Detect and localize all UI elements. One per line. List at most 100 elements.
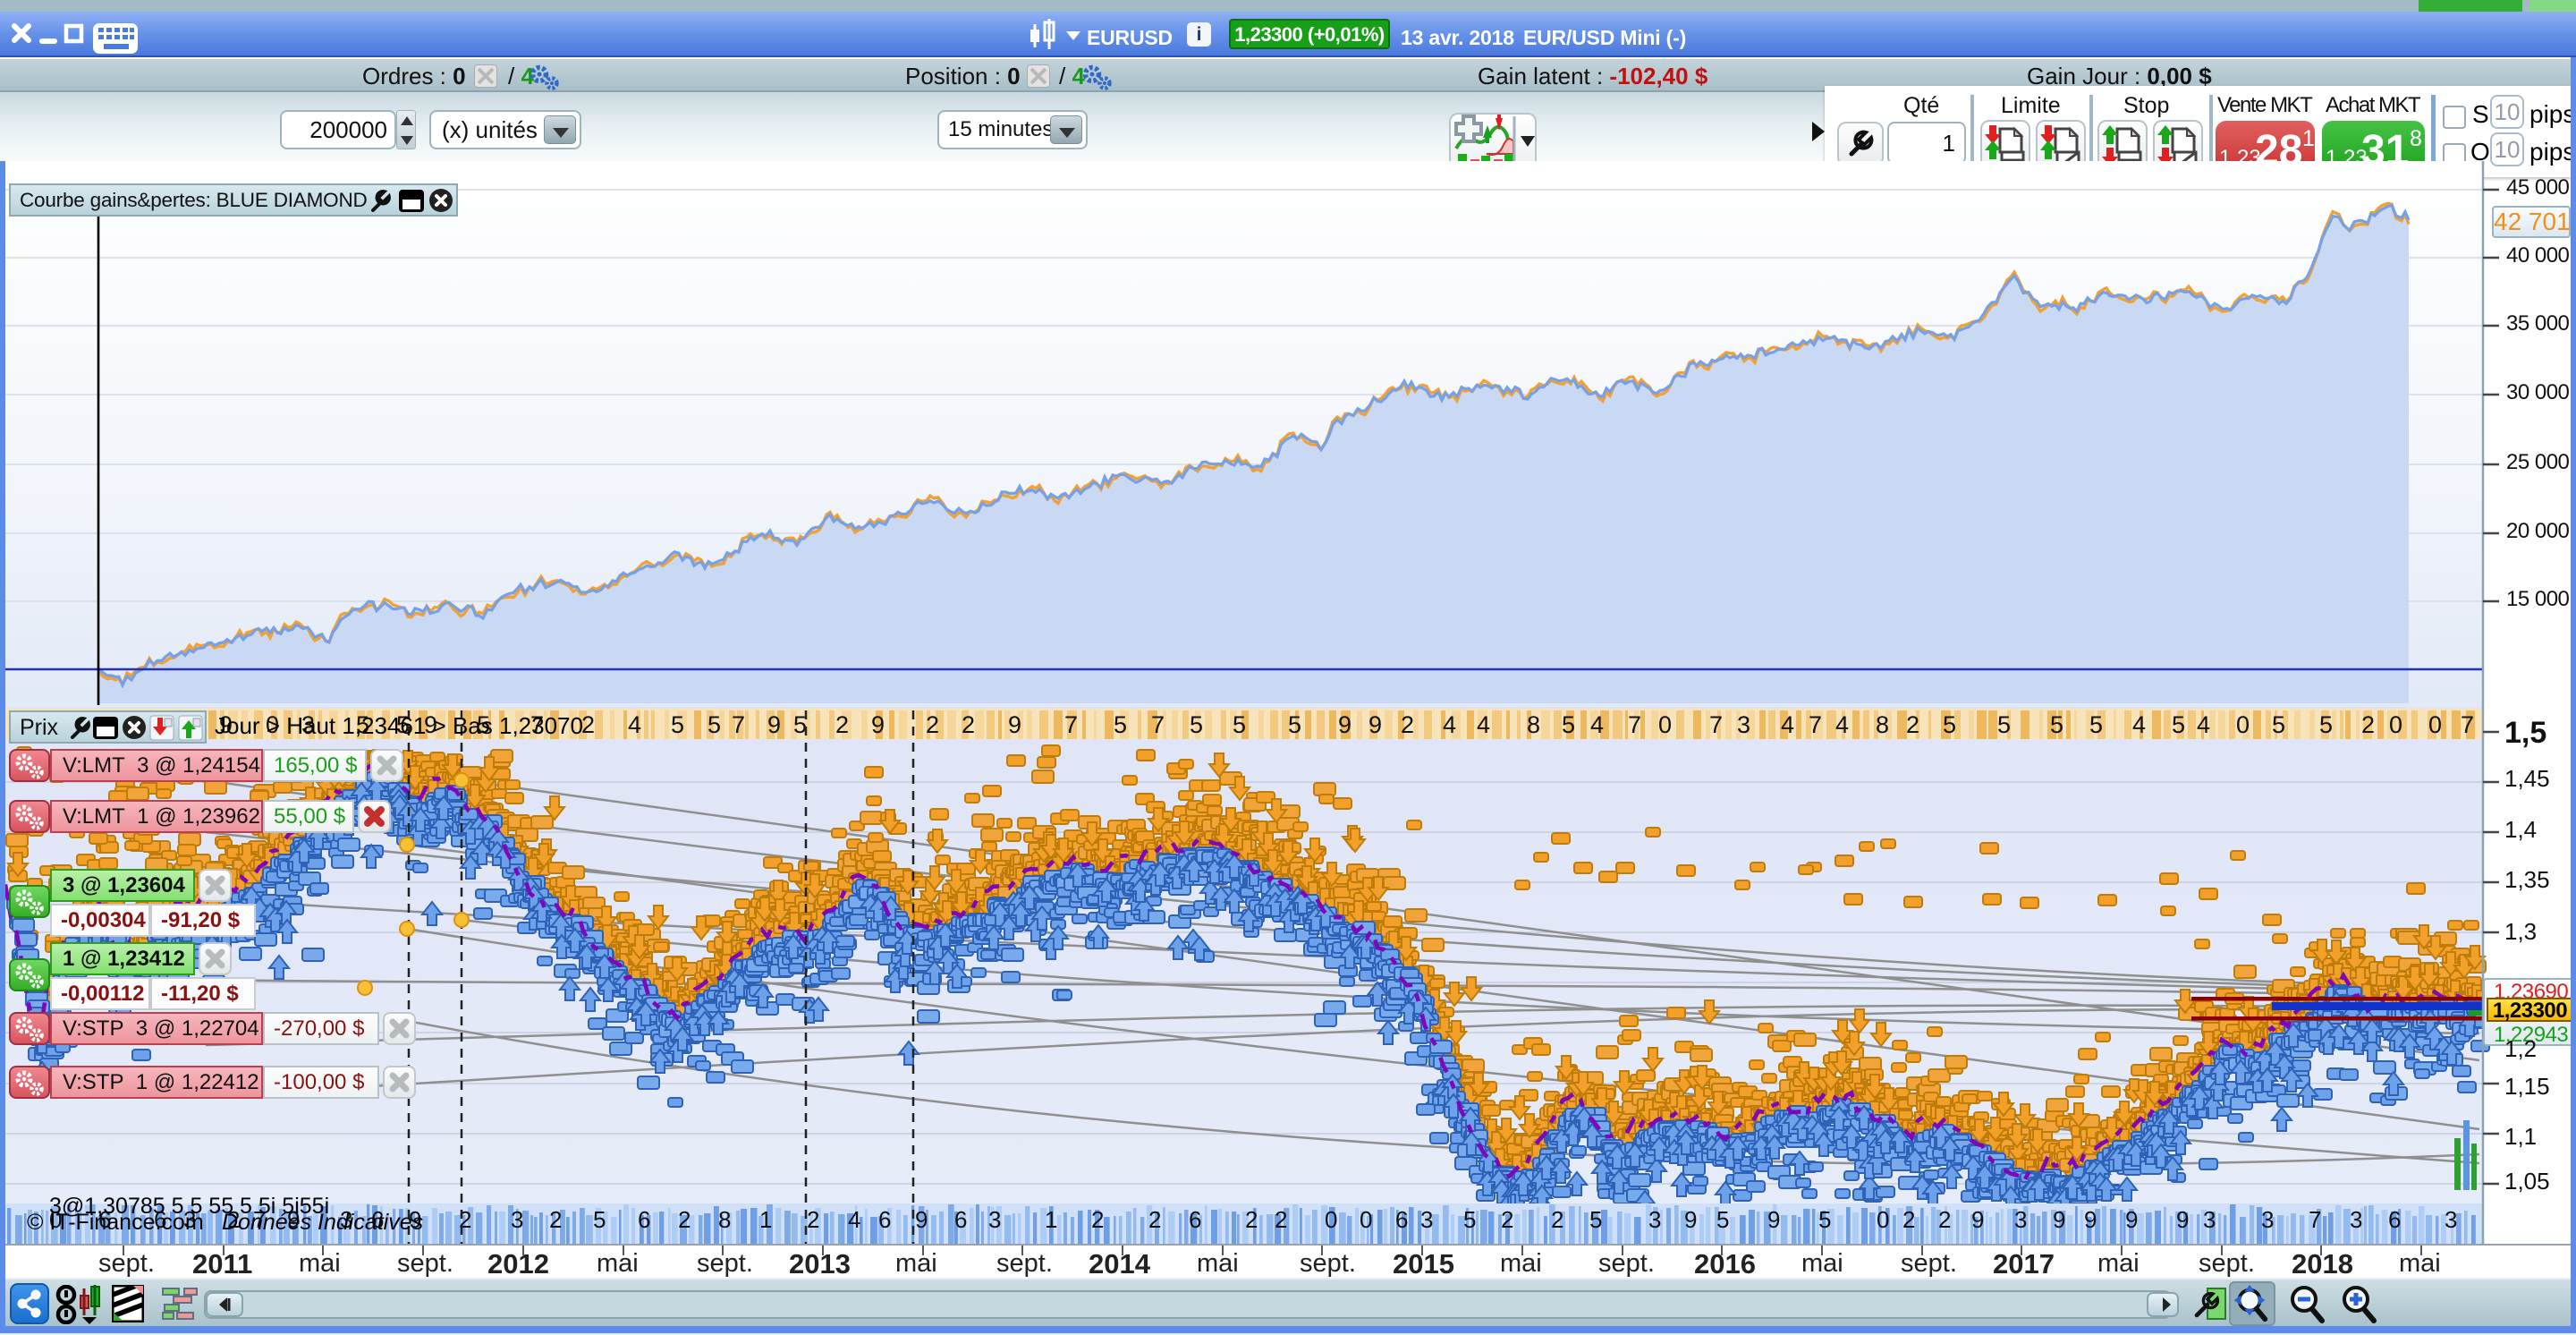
svg-text:5: 5	[1288, 711, 1301, 738]
svg-text:© IT-Finance.com: © IT-Finance.com	[27, 1210, 204, 1235]
svg-text:6: 6	[371, 1206, 384, 1233]
svg-text:0: 0	[1658, 711, 1672, 738]
svg-text:5: 5	[396, 711, 410, 738]
svg-text:3: 3	[2261, 1206, 2274, 1233]
svg-text:7: 7	[253, 1206, 266, 1233]
svg-text:5: 5	[2319, 711, 2333, 738]
svg-text:9: 9	[1338, 711, 1352, 738]
svg-text:5: 5	[1818, 1206, 1831, 1233]
svg-text:9: 9	[2125, 1206, 2138, 1233]
svg-text:6: 6	[1395, 1206, 1408, 1233]
svg-text:2: 2	[962, 711, 975, 738]
svg-text:2: 2	[1245, 1206, 1258, 1233]
svg-text:3@1,30785 5 5 55 5 5i 5i55i: 3@1,30785 5 5 55 5 5i 5i55i	[49, 1194, 329, 1219]
svg-text:2: 2	[581, 711, 595, 738]
svg-text:9: 9	[1684, 1206, 1697, 1233]
svg-text:9: 9	[2176, 1206, 2189, 1233]
svg-text:2: 2	[926, 711, 939, 738]
svg-text:3: 3	[183, 1206, 196, 1233]
svg-text:2: 2	[1551, 1206, 1563, 1233]
svg-text:9: 9	[424, 711, 437, 738]
svg-text:2: 2	[678, 1206, 691, 1233]
svg-text:5: 5	[708, 711, 721, 738]
svg-text:7: 7	[1809, 711, 1822, 738]
svg-text:0: 0	[49, 1206, 62, 1233]
svg-text:5: 5	[2050, 711, 2063, 738]
svg-text:5: 5	[2272, 711, 2285, 738]
svg-text:9: 9	[1971, 1206, 1984, 1233]
svg-text:5: 5	[1463, 1206, 1476, 1233]
svg-text:6: 6	[638, 1206, 650, 1233]
svg-text:9: 9	[871, 711, 885, 738]
svg-text:5: 5	[356, 711, 369, 738]
svg-text:5: 5	[1589, 1206, 1602, 1233]
svg-text:2: 2	[1275, 1206, 1287, 1233]
svg-text:3: 3	[301, 711, 315, 738]
svg-text:6: 6	[878, 1206, 891, 1233]
svg-text:7: 7	[1064, 711, 1078, 738]
svg-text:7: 7	[1709, 711, 1723, 738]
svg-text:8: 8	[718, 1206, 731, 1233]
svg-text:7: 7	[732, 711, 745, 738]
svg-text:8: 8	[1527, 711, 1540, 738]
svg-text:4: 4	[1443, 711, 1456, 738]
svg-text:3: 3	[340, 1206, 352, 1233]
svg-text:9: 9	[1008, 711, 1021, 738]
svg-text:Jour > Haut 1,23461 > Bas 1,2: Jour > Haut 1,23461 > Bas 1,23070	[215, 712, 583, 739]
svg-text:6: 6	[154, 1206, 166, 1233]
svg-text:0: 0	[1877, 1206, 1889, 1233]
svg-text:4: 4	[1477, 711, 1490, 738]
svg-text:5: 5	[477, 711, 490, 738]
svg-text:0: 0	[2428, 711, 2442, 738]
svg-text:9: 9	[287, 1206, 300, 1233]
svg-text:4: 4	[1835, 711, 1849, 738]
svg-text:7: 7	[1628, 711, 1641, 738]
svg-text:0: 0	[2389, 711, 2402, 738]
svg-text:9: 9	[2053, 1206, 2065, 1233]
svg-text:0: 0	[1325, 1206, 1337, 1233]
svg-text:2: 2	[549, 1206, 562, 1233]
svg-text:5: 5	[1562, 711, 1575, 738]
svg-text:9: 9	[219, 711, 233, 738]
svg-text:0: 0	[266, 711, 279, 738]
svg-text:6: 6	[954, 1206, 967, 1233]
svg-text:3: 3	[1420, 1206, 1433, 1233]
svg-text:4: 4	[1781, 711, 1794, 738]
svg-text:2: 2	[1401, 711, 1414, 738]
svg-text:5: 5	[1997, 711, 2011, 738]
svg-text:2: 2	[1902, 1206, 1915, 1233]
svg-text:3: 3	[1737, 711, 1750, 738]
svg-text:3: 3	[2014, 1206, 2027, 1233]
svg-text:2: 2	[1938, 1206, 1951, 1233]
svg-text:Données Indicatives: Données Indicatives	[222, 1210, 423, 1235]
svg-text:8: 8	[1876, 711, 1889, 738]
svg-text:7: 7	[2309, 1206, 2321, 1233]
svg-text:2: 2	[807, 1206, 819, 1233]
svg-text:3: 3	[988, 1206, 1001, 1233]
svg-text:5: 5	[671, 711, 684, 738]
svg-text:4: 4	[848, 1206, 860, 1233]
svg-text:9: 9	[409, 1206, 421, 1233]
svg-text:2: 2	[227, 1206, 240, 1233]
svg-text:2: 2	[1906, 711, 1919, 738]
svg-text:3: 3	[2350, 1206, 2362, 1233]
svg-text:9: 9	[915, 1206, 928, 1233]
svg-text:6: 6	[98, 1206, 111, 1233]
svg-text:5: 5	[793, 711, 807, 738]
svg-text:5: 5	[593, 1206, 606, 1233]
svg-text:4: 4	[2197, 711, 2210, 738]
svg-text:5: 5	[1233, 711, 1246, 738]
svg-text:0: 0	[2236, 711, 2250, 738]
svg-text:5: 5	[2172, 711, 2185, 738]
svg-text:2: 2	[835, 711, 849, 738]
svg-text:6: 6	[2388, 1206, 2401, 1233]
svg-text:9: 9	[1368, 711, 1382, 738]
svg-text:7: 7	[530, 711, 544, 738]
svg-text:2: 2	[1148, 1206, 1161, 1233]
svg-text:4: 4	[628, 711, 641, 738]
svg-text:7: 7	[2461, 711, 2474, 738]
svg-text:7: 7	[1151, 711, 1165, 738]
svg-text:5: 5	[1190, 711, 1203, 738]
svg-text:4: 4	[1590, 711, 1604, 738]
svg-text:5: 5	[1716, 1206, 1729, 1233]
